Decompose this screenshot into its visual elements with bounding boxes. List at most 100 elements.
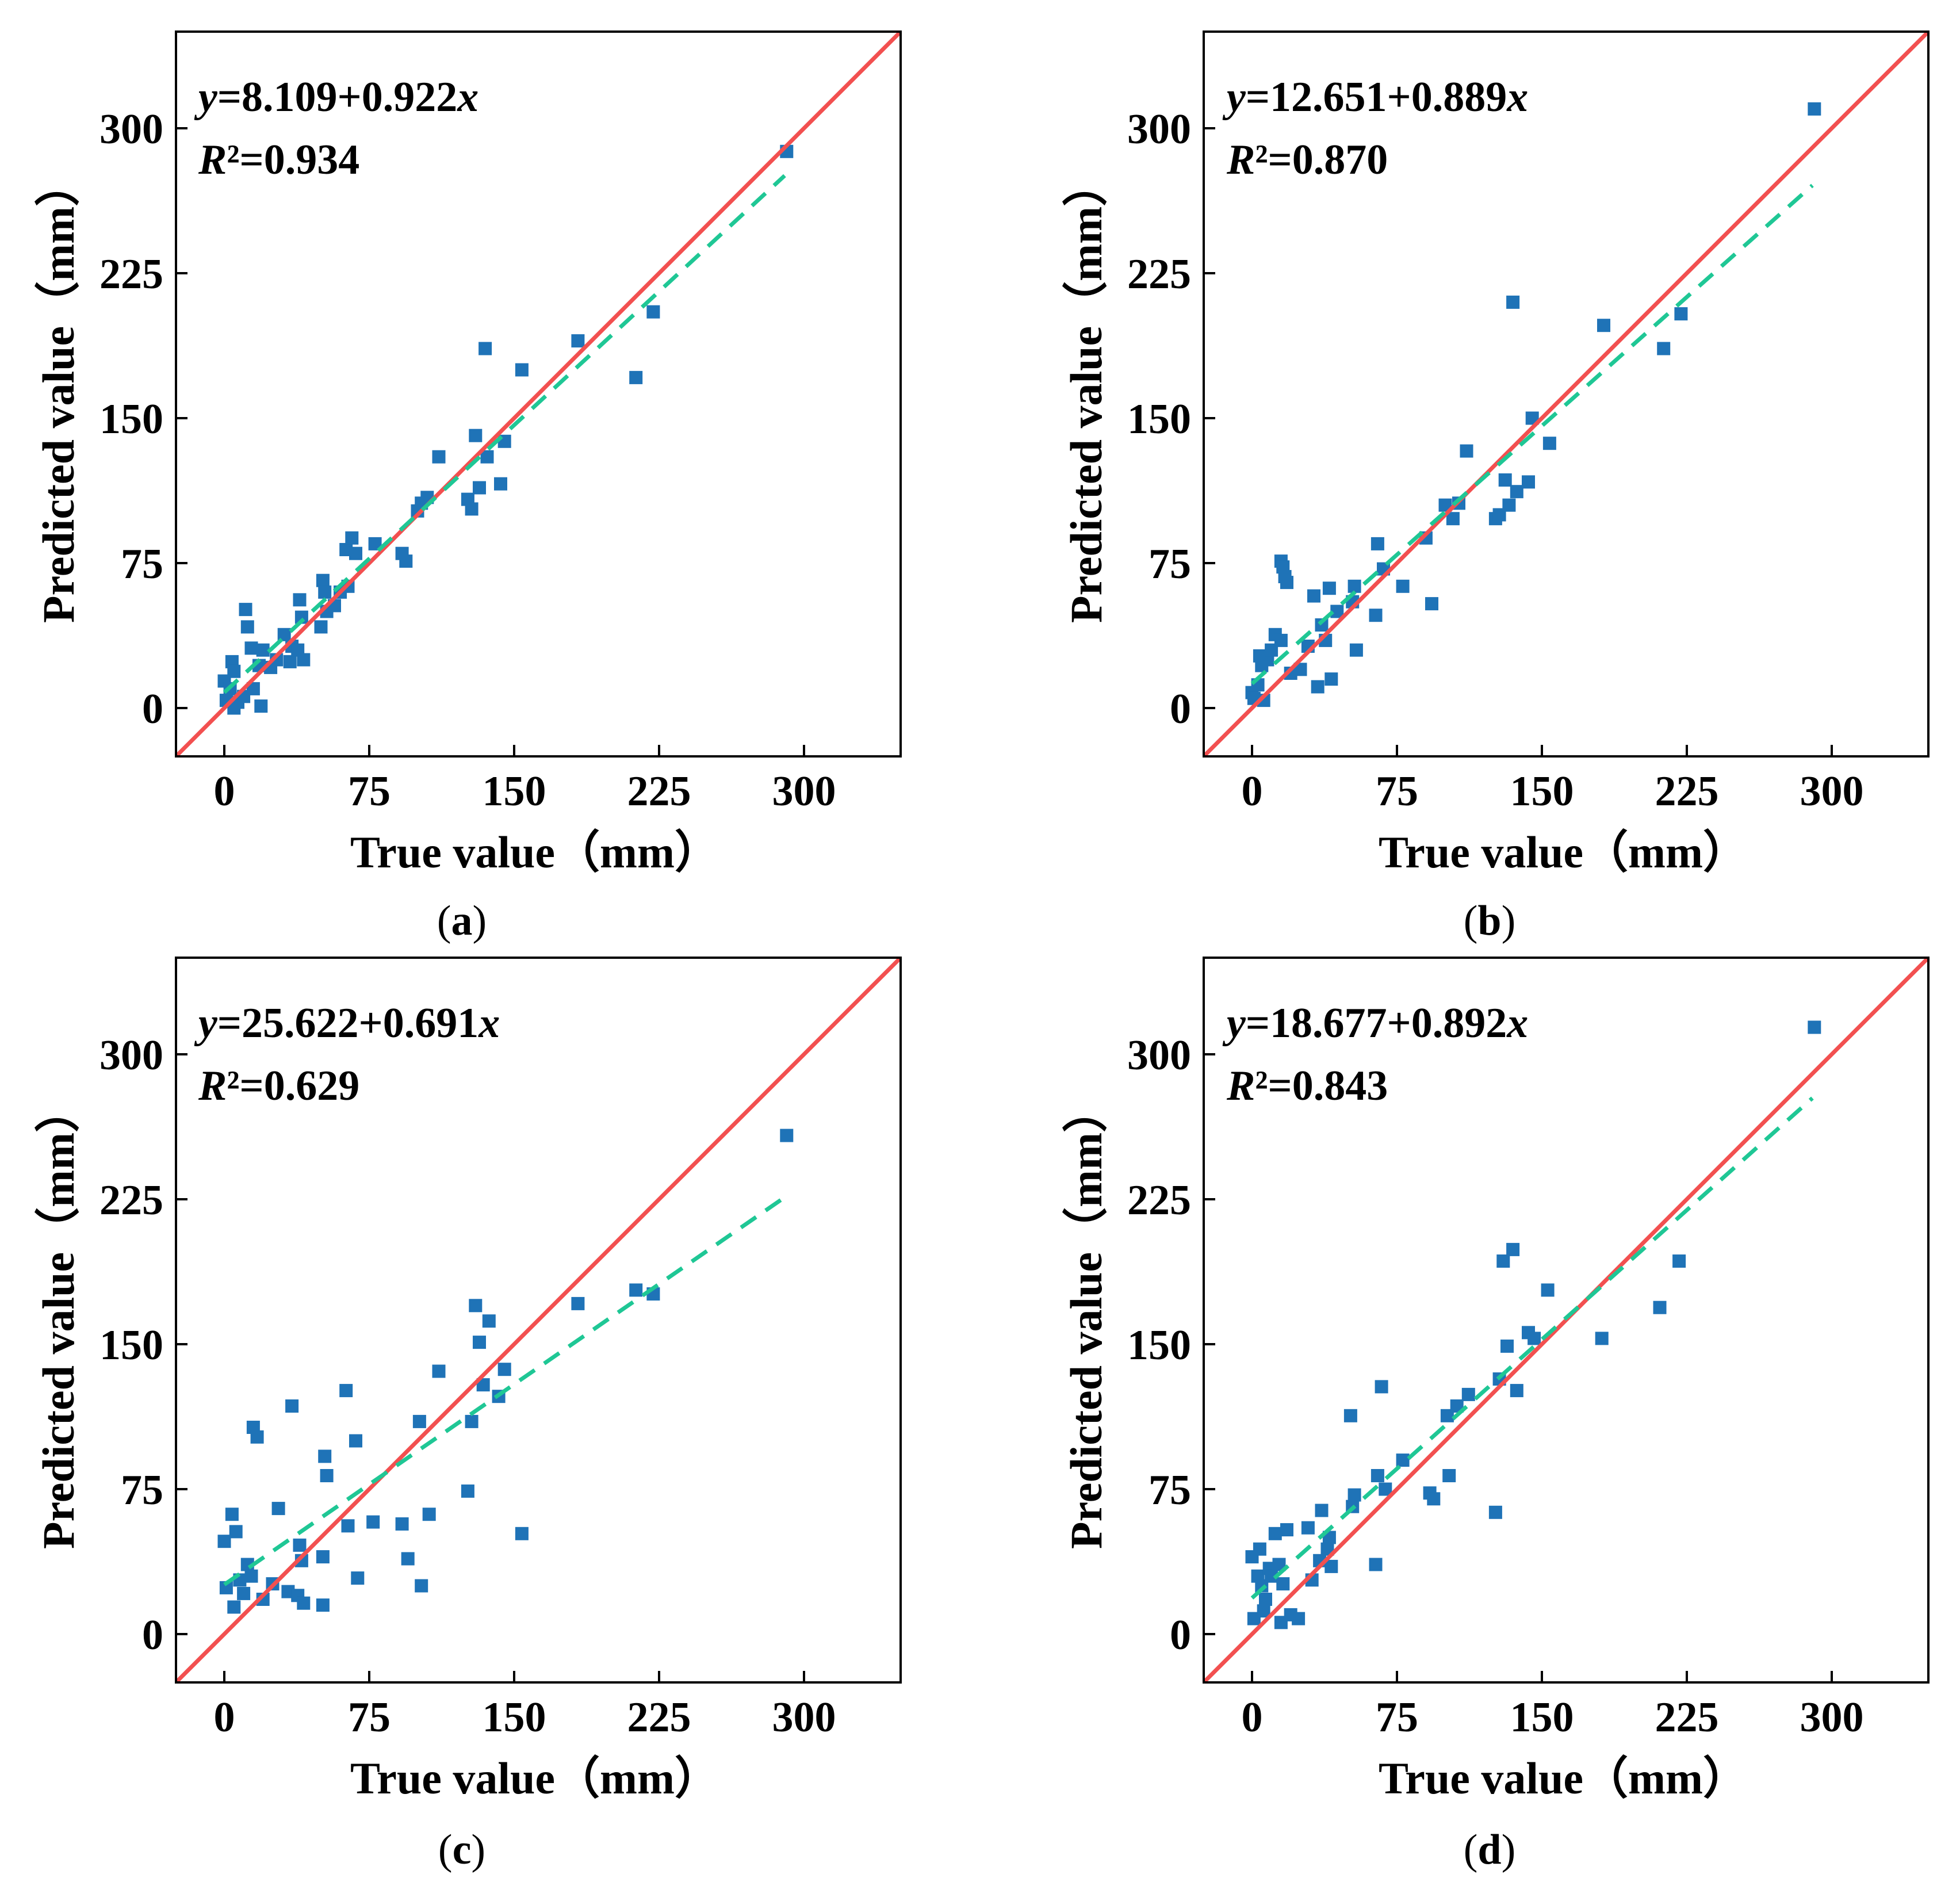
x-axis-label: True value（mm） (350, 1753, 719, 1803)
r-squared: R²=0.843 (1226, 1062, 1388, 1110)
data-point (349, 546, 362, 560)
x-tick-label: 0 (214, 768, 235, 815)
regression-equation: y=12.651+0.889x (1222, 74, 1528, 121)
plot-frame (175, 957, 902, 1684)
y-tick-label: 0 (1170, 1612, 1191, 1659)
data-point (480, 450, 494, 464)
data-point (219, 1581, 233, 1594)
data-point (1674, 307, 1688, 321)
data-point (1510, 485, 1523, 499)
data-point (1293, 663, 1307, 676)
data-point (254, 699, 268, 713)
data-point (244, 1569, 258, 1583)
data-point (366, 1515, 380, 1529)
y-tick-label: 0 (1170, 686, 1191, 733)
data-point (629, 370, 643, 384)
data-point (1460, 444, 1473, 458)
data-point (1502, 498, 1516, 512)
regression-line (223, 1195, 786, 1586)
plot-frame (1203, 957, 1930, 1684)
data-point (432, 450, 446, 464)
data-point (277, 628, 291, 641)
data-point (1371, 1469, 1384, 1482)
x-tick-label: 300 (1800, 768, 1864, 815)
data-point (217, 1535, 231, 1548)
x-tick-label: 150 (1510, 768, 1574, 815)
data-point (1369, 609, 1383, 622)
data-point (1375, 1380, 1388, 1394)
x-tick-label: 225 (1655, 1694, 1719, 1741)
panel-b: 0 75 150 225 300 0 75 150 225 300 y=12.651+0.889x… (1061, 30, 1930, 944)
data-point (476, 1378, 490, 1392)
data-point (285, 1399, 299, 1413)
panel-caption: (c) (438, 1826, 485, 1873)
data-point (293, 1538, 307, 1552)
x-tick-label: 75 (348, 1694, 391, 1741)
data-point (1324, 672, 1338, 686)
data-point (1320, 1542, 1334, 1556)
data-point (339, 1384, 353, 1398)
y-axis-label: Predicted value（mm） (33, 162, 83, 623)
data-point (399, 554, 413, 568)
data-point (240, 620, 254, 634)
x-tick-label: 75 (348, 768, 391, 815)
data-point (515, 363, 529, 377)
y-axis-label: Predicted value（mm） (1061, 1088, 1111, 1549)
data-point (250, 1430, 264, 1444)
panel-c: 0 75 150 225 300 0 75 150 225 300 y=25.622+0.691x… (33, 957, 902, 1873)
y-tick-label: 150 (1127, 1322, 1191, 1369)
data-point (1324, 1559, 1338, 1573)
data-point (494, 477, 507, 491)
data-point (320, 1469, 334, 1482)
data-point (316, 573, 330, 587)
one-to-one-line (176, 958, 901, 1682)
y-tick-label: 75 (1149, 1467, 1191, 1514)
data-point (1500, 1339, 1514, 1353)
data-point (293, 593, 307, 607)
data-point (1396, 1453, 1410, 1467)
data-point (415, 1579, 428, 1593)
panel-caption: (a) (437, 897, 487, 944)
x-tick-label: 150 (483, 1694, 546, 1741)
data-point (1371, 537, 1384, 550)
panel-caption: (b) (1464, 897, 1515, 944)
data-point (1311, 680, 1324, 694)
x-tick-label: 225 (627, 1694, 691, 1741)
data-point (237, 1586, 251, 1600)
data-point (1498, 473, 1512, 487)
data-point (256, 643, 270, 657)
r-squared: R²=0.629 (198, 1062, 359, 1110)
data-point (482, 1314, 496, 1328)
y-tick-label: 225 (1127, 1177, 1191, 1224)
data-point (1808, 1020, 1821, 1034)
data-point (1272, 1558, 1286, 1571)
data-point (368, 537, 382, 550)
data-point (1348, 579, 1361, 593)
data-point (297, 653, 311, 667)
data-point (1461, 1387, 1475, 1401)
data-point (515, 1527, 529, 1540)
x-tick-label: 0 (1242, 768, 1263, 815)
x-tick-label: 225 (627, 768, 691, 815)
data-point (465, 502, 478, 516)
regression-equation: y=18.677+0.892x (1222, 1000, 1528, 1047)
data-point (473, 481, 486, 495)
data-point (1280, 576, 1293, 590)
data-point (465, 1414, 478, 1428)
x-tick-label: 0 (1242, 1694, 1263, 1741)
data-point (341, 1519, 355, 1533)
data-point (1292, 1612, 1306, 1625)
data-point (316, 1598, 330, 1612)
data-point (1253, 1542, 1266, 1556)
regression-line (1250, 1096, 1814, 1600)
y-tick-label: 150 (99, 396, 163, 443)
y-tick-label: 150 (1127, 396, 1191, 443)
data-point (1379, 1482, 1392, 1496)
data-point (1343, 1409, 1357, 1422)
x-tick-label: 0 (214, 1694, 235, 1741)
y-tick-label: 75 (1149, 541, 1191, 588)
data-point (1525, 411, 1539, 425)
data-point (1276, 1577, 1290, 1591)
